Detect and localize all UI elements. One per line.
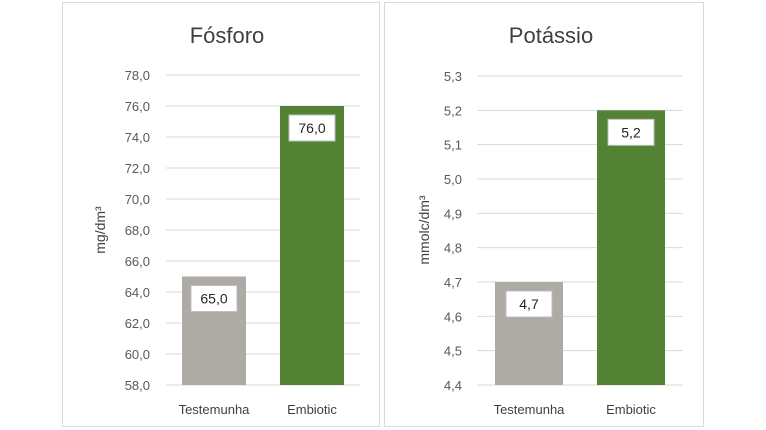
fosforo-data-label: 76,0: [298, 120, 325, 136]
fosforo-y-tick-label: 70,0: [125, 192, 150, 207]
fosforo-y-tick-label: 66,0: [125, 254, 150, 269]
fosforo-data-label-box: [288, 114, 336, 142]
potassio-y-tick-label: 5,2: [444, 103, 462, 118]
fosforo-y-tick-label: 62,0: [125, 316, 150, 331]
potassio-y-tick-label: 4,8: [444, 241, 462, 256]
fosforo-y-tick-label: 78,0: [125, 68, 150, 83]
potassio-data-label-box: [505, 290, 553, 318]
potassio-chart: Potássio mmolc/dm³ 4,4 4,5 4,6 4,7 4,8 4,9 5,0 5,…: [416, 23, 683, 417]
potassio-y-tick-label: 4,9: [444, 206, 462, 221]
potassio-data-label-box: [607, 118, 655, 146]
potassio-y-axis-label: mmolc/dm³: [416, 195, 432, 265]
potassio-category-label: Embiotic: [606, 402, 656, 417]
potassio-y-tick-label: 4,5: [444, 344, 462, 359]
fosforo-category-label: Testemunha: [179, 402, 251, 417]
fosforo-y-tick-label: 74,0: [125, 130, 150, 145]
fosforo-chart: Fósforo mg/dm³ 58,0 60,0 62,0 64,0 66,0 68,0 70,…: [92, 23, 360, 417]
fosforo-y-tick-label: 60,0: [125, 347, 150, 362]
fosforo-chart-panel: Fósforo mg/dm³ 58,0 60,0 62,0 64,0 66,0 68,0 70,…: [62, 2, 380, 427]
potassio-y-tick-label: 4,4: [444, 378, 462, 393]
potassio-bar-embiotic: [597, 110, 665, 385]
fosforo-chart-title: Fósforo: [190, 23, 265, 48]
potassio-category-label: Testemunha: [494, 402, 566, 417]
fosforo-bar-embiotic: [280, 106, 344, 385]
potassio-data-label: 4,7: [519, 296, 539, 312]
potassio-y-tick-label: 4,7: [444, 275, 462, 290]
potassio-y-tick-label: 4,6: [444, 309, 462, 324]
fosforo-data-label: 65,0: [200, 291, 227, 307]
fosforo-y-axis-label: mg/dm³: [92, 206, 108, 254]
fosforo-y-tick-label: 72,0: [125, 161, 150, 176]
fosforo-y-tick-label: 76,0: [125, 99, 150, 114]
potassio-chart-panel: Potássio mmolc/dm³ 4,4 4,5 4,6 4,7 4,8 4,9 5,0 5,…: [384, 2, 704, 427]
fosforo-y-tick-label: 64,0: [125, 285, 150, 300]
fosforo-category-label: Embiotic: [287, 402, 337, 417]
potassio-y-tick-label: 5,0: [444, 172, 462, 187]
potassio-data-label: 5,2: [621, 124, 641, 140]
fosforo-data-label-box: [190, 285, 238, 312]
fosforo-y-tick-label: 68,0: [125, 223, 150, 238]
potassio-y-tick-label: 5,1: [444, 138, 462, 153]
potassio-y-tick-label: 5,3: [444, 69, 462, 84]
fosforo-y-tick-label: 58,0: [125, 378, 150, 393]
potassio-chart-title: Potássio: [509, 23, 593, 48]
